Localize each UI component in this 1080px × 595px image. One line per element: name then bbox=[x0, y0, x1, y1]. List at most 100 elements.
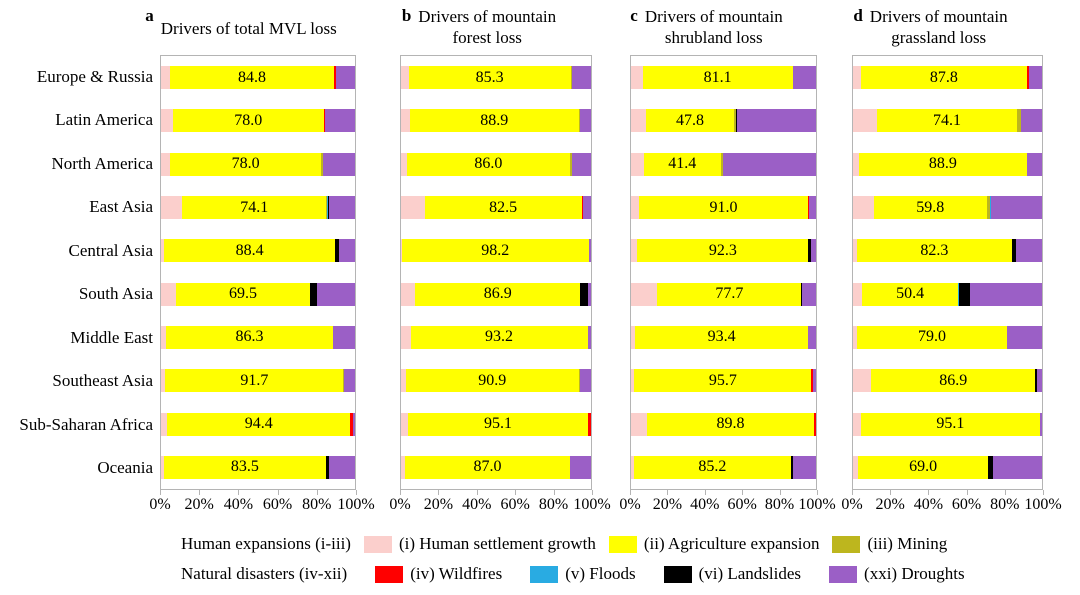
x-tick-mark bbox=[199, 490, 201, 495]
x-tick-mark bbox=[356, 490, 357, 495]
region-label-southeast-asia: Southeast Asia bbox=[52, 371, 153, 391]
bar-slot-southeast-asia: 91.7 bbox=[161, 359, 355, 402]
segment-droughts bbox=[810, 239, 816, 263]
x-tick-mark bbox=[742, 490, 744, 495]
segment-wildfires bbox=[807, 196, 809, 220]
region-label-latin-america: Latin America bbox=[55, 110, 153, 130]
bar-d-europe-russia: 87.8 bbox=[853, 66, 1042, 90]
x-tick-mark bbox=[400, 490, 401, 495]
bar-value: 82.3 bbox=[920, 241, 949, 259]
segment-settlement bbox=[631, 66, 643, 90]
bar-value: 69.5 bbox=[228, 285, 257, 303]
bar-a-oceania: 83.5 bbox=[161, 455, 355, 479]
segment-droughts bbox=[571, 66, 591, 90]
panel-title-text-a: Drivers of total MVL loss bbox=[160, 19, 337, 38]
legend-swatch-mining bbox=[832, 535, 861, 553]
segment-droughts bbox=[583, 196, 591, 220]
segment-settlement bbox=[631, 412, 648, 436]
segment-mining bbox=[321, 152, 324, 176]
segment-agriculture: 86.0 bbox=[406, 152, 571, 176]
segment-settlement bbox=[853, 196, 874, 220]
bar-slot-middle-east: 79.0 bbox=[853, 316, 1042, 359]
segment-settlement bbox=[401, 412, 408, 436]
bar-value: 78.0 bbox=[234, 111, 263, 129]
bar-value: 86.3 bbox=[235, 328, 264, 346]
bar-value: 91.0 bbox=[709, 198, 738, 216]
panel-b: b Drivers of mountain forest loss 85.3 88.9… bbox=[389, 0, 610, 522]
bar-value: 81.1 bbox=[703, 68, 732, 86]
plot-c: 81.1 47.8 41.4 91.0 92.3 77.7 93.4 95.7 89.8 85.2 bbox=[630, 55, 817, 490]
panel-title-b: b Drivers of mountain forest loss bbox=[366, 6, 592, 49]
bar-slot-latin-america: 78.0 bbox=[161, 99, 355, 142]
segment-settlement bbox=[161, 239, 164, 263]
panel-d: d Drivers of mountain grassland loss 87.8 7… bbox=[841, 0, 1061, 522]
segment-droughts bbox=[328, 455, 355, 479]
segment-agriculture: 93.2 bbox=[410, 325, 588, 349]
bar-value: 87.0 bbox=[473, 458, 502, 476]
bar-value: 88.9 bbox=[928, 155, 957, 173]
segment-agriculture: 87.8 bbox=[860, 66, 1027, 90]
panel-a: a Drivers of total MVL loss 84.8 78.0 78.0 74… bbox=[145, 0, 374, 522]
legend-swatch-settlement bbox=[363, 535, 392, 553]
x-tick-label: 100% bbox=[337, 496, 375, 513]
x-tick-label: 80% bbox=[302, 496, 332, 513]
segment-droughts bbox=[737, 109, 816, 133]
segment-settlement bbox=[853, 109, 877, 133]
segment-droughts bbox=[316, 282, 355, 306]
segment-droughts bbox=[344, 369, 355, 393]
panel-letter-d: d bbox=[853, 6, 863, 25]
segment-droughts bbox=[587, 325, 591, 349]
segment-mining bbox=[343, 369, 345, 393]
x-tick-mark bbox=[704, 490, 706, 495]
segment-wildfires bbox=[334, 66, 336, 90]
bar-b-oceania: 87.0 bbox=[401, 455, 591, 479]
x-tick-mark bbox=[160, 490, 161, 495]
segment-droughts bbox=[325, 109, 355, 133]
segment-landslides bbox=[791, 455, 794, 479]
segment-settlement bbox=[631, 325, 636, 349]
panel-title-text-b: Drivers of mountain forest loss bbox=[418, 7, 557, 48]
bar-value: 89.8 bbox=[716, 415, 745, 433]
legend-label-wildfires: (iv) Wildfires bbox=[410, 564, 503, 583]
segment-mining bbox=[578, 369, 580, 393]
bar-slot-south-asia: 69.5 bbox=[161, 272, 355, 315]
segment-settlement bbox=[853, 369, 872, 393]
segment-droughts bbox=[1016, 239, 1042, 263]
segment-settlement bbox=[853, 66, 861, 90]
bar-a-southeast-asia: 91.7 bbox=[161, 369, 355, 393]
x-tick-label: 60% bbox=[262, 496, 293, 513]
x-tick-label: 100% bbox=[573, 496, 611, 513]
x-tick-label: 0% bbox=[149, 496, 171, 513]
segment-droughts bbox=[813, 369, 816, 393]
bar-value: 59.8 bbox=[916, 198, 945, 216]
x-tick-mark bbox=[438, 490, 440, 495]
segment-agriculture: 50.4 bbox=[862, 282, 958, 306]
bar-slot-central-asia: 82.3 bbox=[853, 229, 1042, 272]
bar-slot-sub-saharan-africa: 94.4 bbox=[161, 402, 355, 445]
legend-items-human-expansions: (i) Human settlement growth (ii) Agricult… bbox=[351, 534, 947, 554]
bar-b-central-asia: 98.2 bbox=[401, 239, 591, 263]
bar-value: 82.5 bbox=[489, 198, 518, 216]
bar-c-north-america: 41.4 bbox=[631, 152, 816, 176]
bar-a-sub-saharan-africa: 94.4 bbox=[161, 412, 355, 436]
bar-slot-east-asia: 82.5 bbox=[401, 186, 591, 229]
segment-droughts bbox=[333, 325, 355, 349]
segment-settlement bbox=[631, 196, 640, 220]
segment-agriculture: 77.7 bbox=[657, 282, 802, 306]
segment-settlement bbox=[401, 152, 407, 176]
segment-settlement bbox=[631, 152, 644, 176]
x-tick-label: 60% bbox=[951, 496, 982, 513]
bar-slot-middle-east: 86.3 bbox=[161, 316, 355, 359]
segment-agriculture: 85.2 bbox=[633, 455, 792, 479]
bar-value: 95.1 bbox=[936, 415, 965, 433]
x-tick-mark bbox=[817, 490, 818, 495]
segment-settlement bbox=[631, 369, 635, 393]
bar-value: 86.9 bbox=[483, 285, 512, 303]
bar-value: 79.0 bbox=[917, 328, 946, 346]
bar-slot-southeast-asia: 86.9 bbox=[853, 359, 1042, 402]
bar-value: 87.8 bbox=[929, 68, 958, 86]
bar-slot-europe-russia: 84.8 bbox=[161, 56, 355, 99]
segment-agriculture: 79.0 bbox=[857, 325, 1007, 349]
bar-value: 93.2 bbox=[485, 328, 514, 346]
segment-agriculture: 86.3 bbox=[165, 325, 334, 349]
